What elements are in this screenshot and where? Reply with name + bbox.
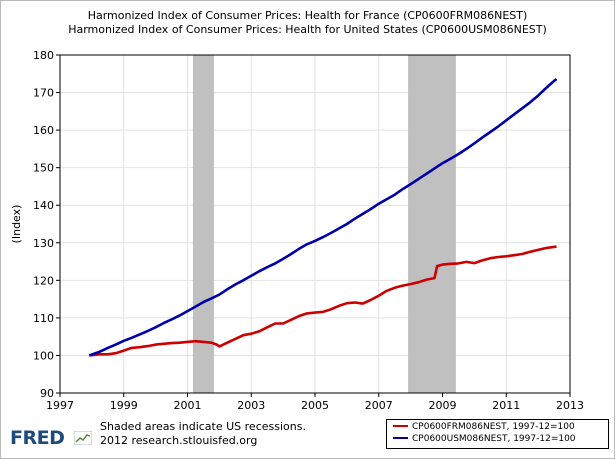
x-tick-label: 2013	[556, 399, 584, 412]
recession-band	[192, 55, 214, 393]
series-layer	[88, 77, 558, 357]
footer-note: Shaded areas indicate US recessions. 201…	[100, 420, 306, 448]
chart-title-line-2: Harmonized Index of Consumer Prices: Hea…	[68, 23, 547, 36]
legend-swatch-us	[393, 436, 408, 439]
y-tick-label: 170	[33, 87, 54, 100]
y-tick-label: 180	[33, 49, 54, 62]
x-tick-label: 2003	[237, 399, 265, 412]
legend-item-france: CP0600FRM086NEST, 1997-12=100	[393, 422, 575, 434]
tick-layer: 90 100 110 120 130 140 150 160 170 180 1997 1999 200…	[33, 49, 584, 412]
x-tick-label: 2009	[429, 399, 457, 412]
recession-layer	[192, 55, 456, 393]
y-tick-label: 140	[33, 199, 54, 212]
recession-band	[408, 55, 456, 393]
y-tick-label: 90	[40, 387, 54, 400]
x-tick-label: 1999	[110, 399, 138, 412]
y-tick-label: 150	[33, 162, 54, 175]
x-tick-label: 2007	[365, 399, 393, 412]
x-tick-label: 2001	[174, 399, 202, 412]
series-line-france	[89, 245, 557, 357]
legend-label-us: CP0600USM086NEST, 1997-12=100	[412, 434, 576, 444]
chart-title-line-1: Harmonized Index of Consumer Prices: Hea…	[87, 9, 528, 22]
y-axis-label: (Index)	[10, 205, 23, 244]
legend-swatch-france	[393, 424, 408, 427]
legend: CP0600FRM086NEST, 1997-12=100 CP0600USM0…	[386, 419, 609, 449]
y-tick-label: 160	[33, 124, 54, 137]
source-note: 2012 research.stlouisfed.org	[100, 434, 258, 447]
fred-logo[interactable]: FRED	[10, 427, 65, 449]
recession-note: Shaded areas indicate US recessions.	[100, 420, 306, 433]
x-tick-label: 2005	[301, 399, 329, 412]
y-tick-label: 120	[33, 274, 54, 287]
legend-item-us: CP0600USM086NEST, 1997-12=100	[393, 434, 576, 446]
y-tick-label: 130	[33, 237, 54, 250]
grid-layer	[59, 54, 571, 394]
fred-logo-text: FRED	[10, 427, 65, 449]
y-tick-label: 110	[33, 312, 54, 325]
series-line-us	[88, 77, 558, 357]
y-tick-label: 100	[33, 349, 54, 362]
x-tick-label: 1997	[46, 399, 74, 412]
x-tick-label: 2011	[492, 399, 520, 412]
graph-icon	[74, 431, 92, 445]
legend-label-france: CP0600FRM086NEST, 1997-12=100	[412, 422, 575, 432]
